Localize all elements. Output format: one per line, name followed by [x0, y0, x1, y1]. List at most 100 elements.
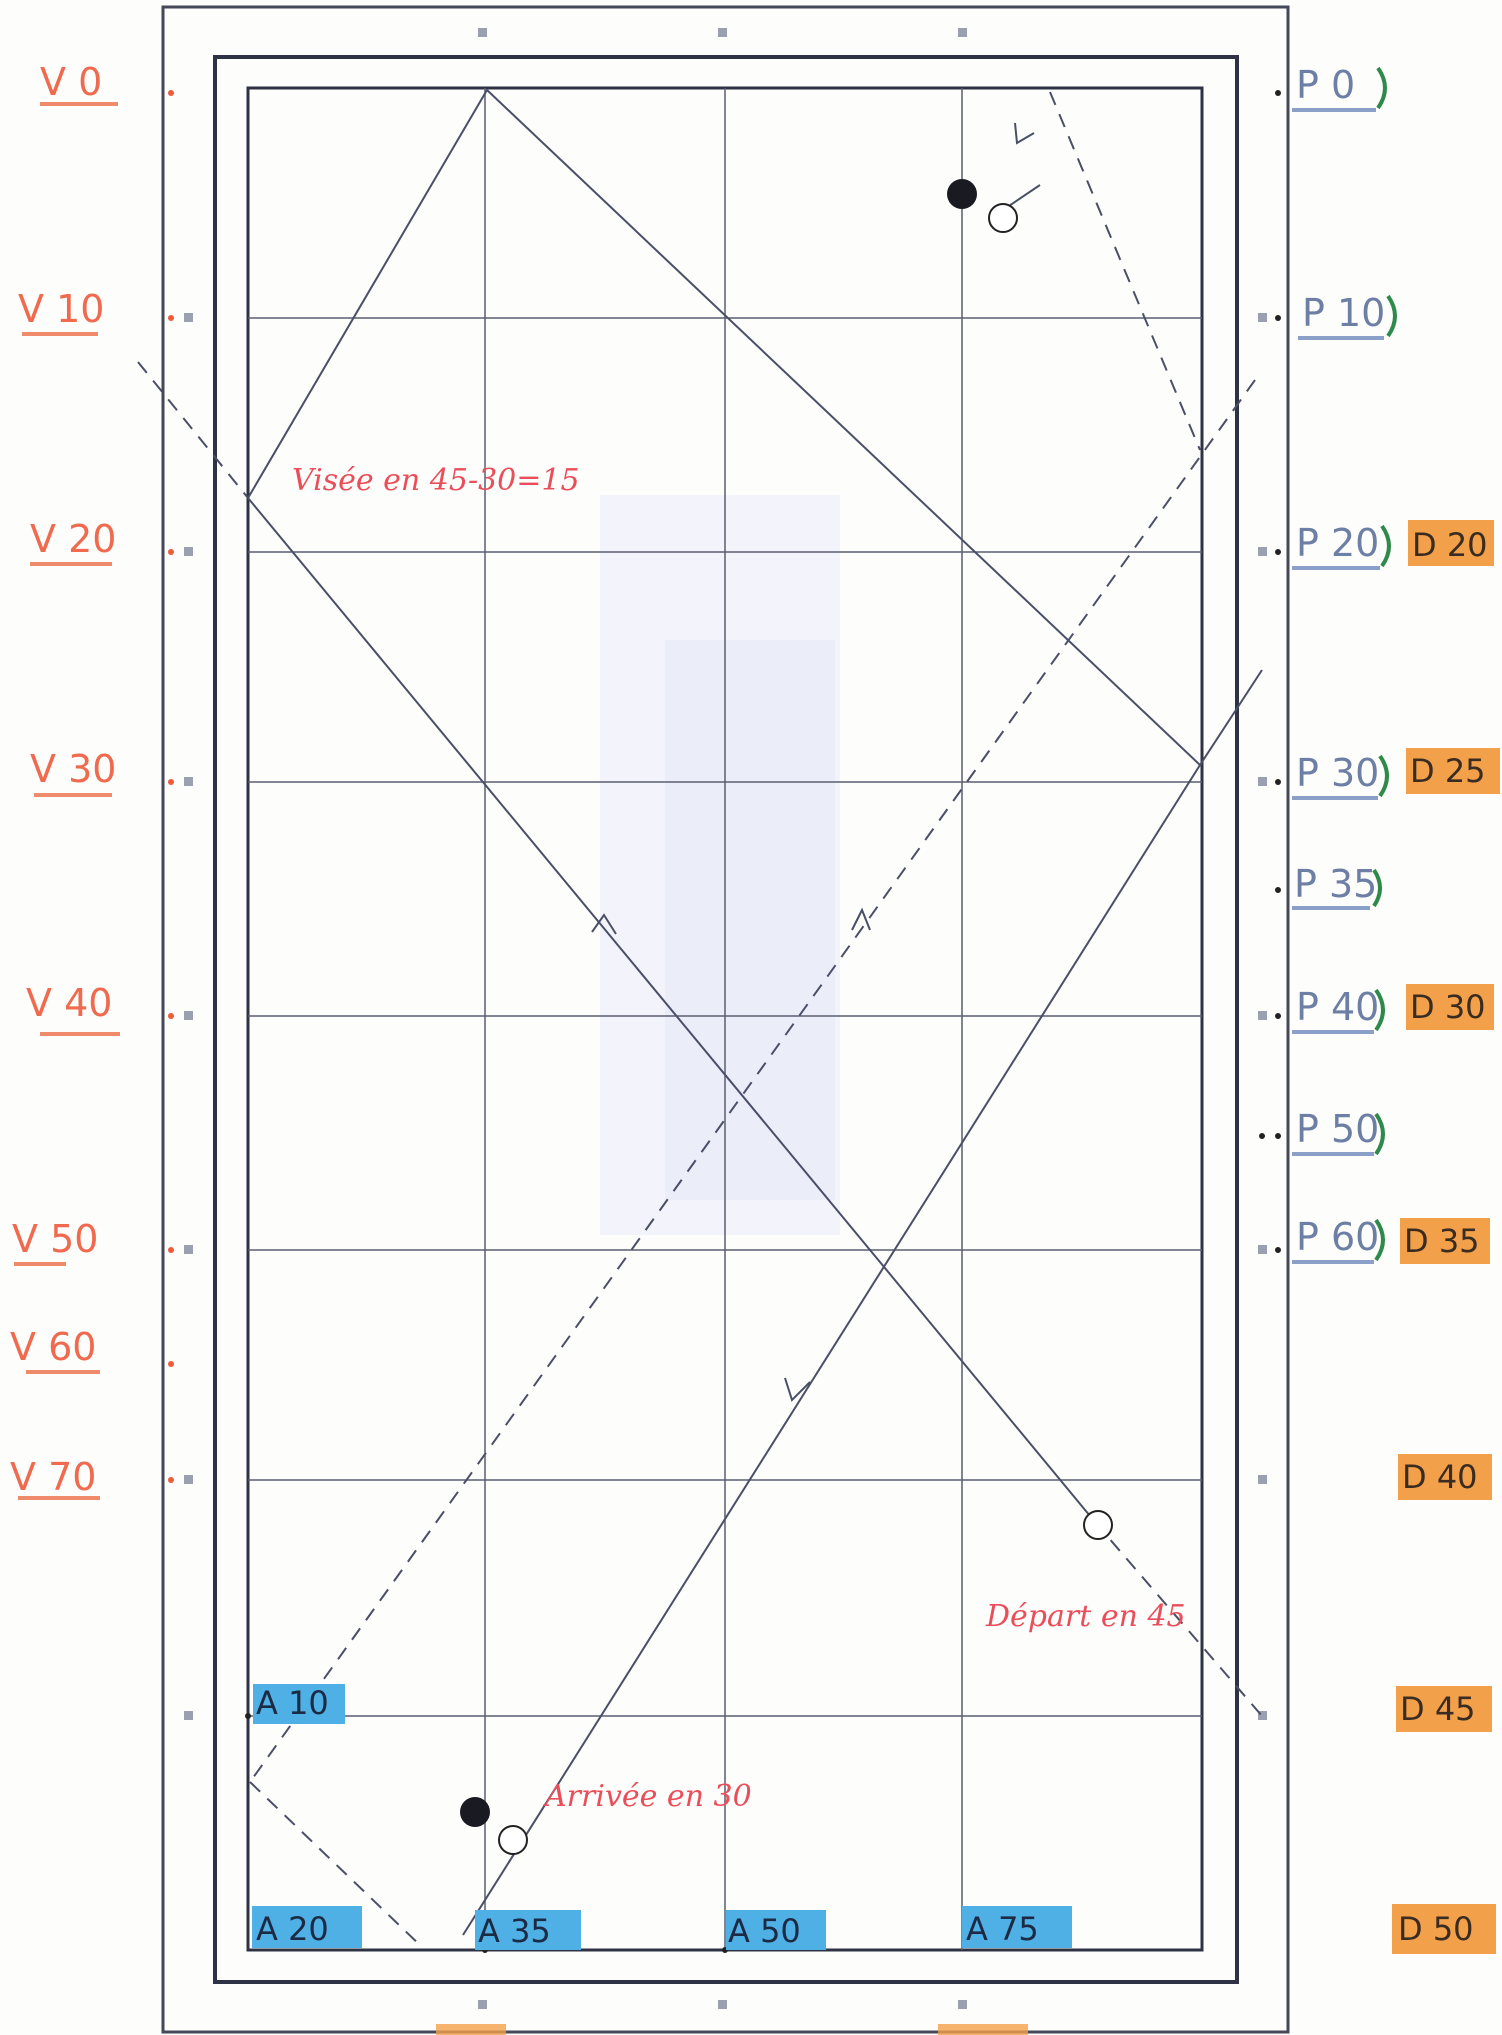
cushion-frame: [213, 55, 1239, 1984]
p-dot: [1275, 315, 1281, 321]
d-label: D 35: [1404, 1222, 1480, 1260]
diamond: [184, 777, 193, 786]
diamond: [1258, 1245, 1267, 1254]
diamond: [1258, 1475, 1267, 1484]
a-highlight: [475, 1910, 581, 1950]
ball-white-top: [988, 203, 1018, 233]
a-label: A 75: [966, 1910, 1039, 1948]
p-dot: [1275, 549, 1281, 555]
p-label: P 30: [1296, 751, 1379, 795]
v-dot: [168, 1247, 174, 1253]
diamond: [718, 2000, 727, 2009]
solid-path: [247, 497, 1096, 1523]
outer-frame: [161, 5, 1290, 2034]
d-highlight: [1406, 984, 1494, 1030]
v-label: V 20: [30, 517, 116, 561]
dashed-path: [1094, 1521, 1263, 1717]
diamond: [1258, 547, 1267, 556]
diamond: [184, 547, 193, 556]
annotation-depart: Départ en 45: [985, 1599, 1186, 1634]
paren: [1374, 1112, 1385, 1156]
ball-white-depart: [1083, 1510, 1113, 1540]
p-parens: [1372, 66, 1397, 1262]
bottom-edge-mark: [436, 2024, 506, 2035]
v-dots: [168, 90, 174, 1483]
p-label: P 20: [1296, 521, 1379, 565]
p-label: P 0: [1296, 63, 1355, 107]
diamond: [184, 1475, 193, 1484]
dashed-path: [249, 1781, 424, 1949]
v-dot: [168, 315, 174, 321]
v-label: V 70: [10, 1455, 96, 1499]
solid-path: [462, 764, 1201, 1936]
v-label: V 50: [12, 1217, 98, 1261]
arrow-down-left: [784, 1377, 811, 1402]
paren: [1380, 524, 1391, 568]
d-highlight: [1400, 1218, 1490, 1264]
d-label: D 25: [1410, 752, 1486, 790]
paren: [1374, 988, 1385, 1032]
p-labels: P 0 P 10 P 20 P 30 P 35 P 40 P 50 P 60: [1292, 63, 1385, 1264]
rail-diamonds: [184, 28, 1267, 2009]
p-dot: [1259, 1133, 1265, 1139]
p-dot: [1275, 887, 1281, 893]
d-label: D 40: [1402, 1458, 1478, 1496]
a-label: A 20: [256, 1910, 329, 1948]
p-label: P 50: [1296, 1107, 1379, 1151]
a-dot: [245, 1713, 251, 1719]
a-label: A 35: [478, 1912, 551, 1950]
paper-smudge-inner: [665, 640, 835, 1200]
a-label: A 50: [728, 1912, 801, 1950]
v-labels: V 0 V 10 V 20 V 30 V 40 V 50 V 60 V 70: [10, 60, 120, 1500]
paren: [1372, 868, 1382, 908]
solid-path: [247, 89, 488, 499]
d-label: D 30: [1410, 988, 1486, 1026]
p-label: P 10: [1302, 291, 1385, 335]
diamond: [184, 313, 193, 322]
d-label: D 45: [1400, 1690, 1476, 1728]
paren: [1386, 294, 1397, 338]
v-label: V 0: [40, 60, 102, 104]
grid: [248, 88, 1202, 1950]
dashed-trajectories: [137, 91, 1263, 1949]
solid-path: [1199, 669, 1263, 766]
d-highlight: [1398, 1454, 1492, 1500]
d-highlight: [1392, 1904, 1496, 1954]
p-dot: [1275, 1247, 1281, 1253]
annotation-visee: Visée en 45-30=15: [292, 463, 580, 498]
d-labels: D 20 D 25 D 30 D 35 D 40 D 45 D 50: [1392, 520, 1500, 1954]
d-label: D 20: [1412, 526, 1488, 564]
paren: [1374, 1218, 1385, 1262]
a-highlight: [252, 1906, 362, 1948]
arrow-up-right: [851, 907, 871, 931]
v-dot: [168, 779, 174, 785]
paren: [1376, 66, 1387, 110]
dashed-path: [137, 361, 249, 499]
diamond: [958, 28, 967, 37]
diamond: [478, 28, 487, 37]
solid-path: [486, 89, 1201, 766]
arrowheads: [591, 122, 1035, 1402]
v-dot: [168, 1361, 174, 1367]
arrow-down: [1014, 122, 1035, 145]
diamond: [958, 2000, 967, 2009]
a-highlight: [726, 1910, 826, 1950]
v-dot: [168, 549, 174, 555]
diamond: [1258, 777, 1267, 786]
p-dot: [1275, 779, 1281, 785]
p-dot: [1275, 1133, 1281, 1139]
a-labels: A 10 A 20 A 35 A 50 A 75: [252, 1684, 1072, 1950]
trajectories: [247, 89, 1263, 1936]
v-dot: [168, 1477, 174, 1483]
diamond: [1258, 1711, 1267, 1720]
a-highlight: [962, 1906, 1072, 1948]
v-label: V 10: [18, 287, 104, 331]
a-label: A 10: [256, 1684, 329, 1722]
arrow-up-left: [591, 913, 617, 935]
dashed-path: [1049, 91, 1201, 451]
diamond: [718, 28, 727, 37]
p-label: P 60: [1296, 1215, 1379, 1259]
paren: [1378, 754, 1389, 798]
d-highlight: [1396, 1686, 1492, 1732]
